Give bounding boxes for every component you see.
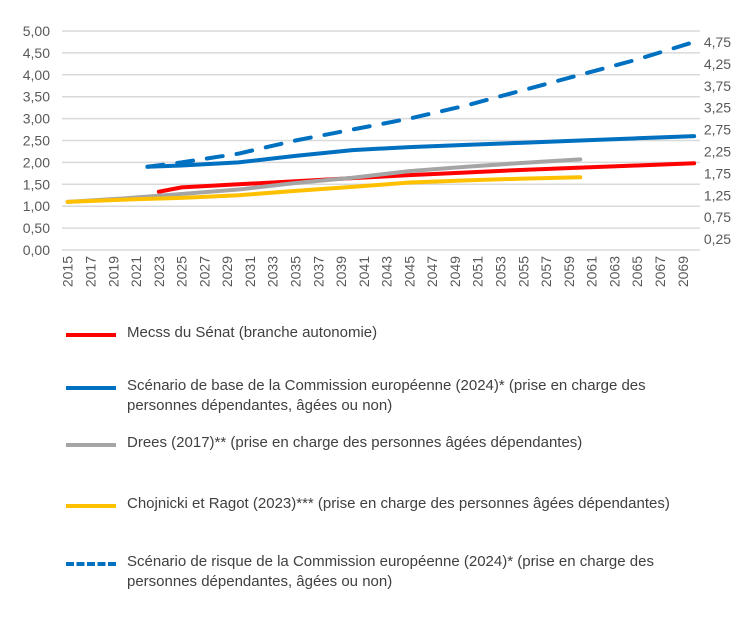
x-tick-label: 2025 — [174, 256, 190, 287]
legend-swatch — [66, 562, 116, 566]
x-tick-label: 2031 — [242, 256, 258, 287]
y-tick-label: 2,00 — [23, 154, 50, 170]
x-tick-label: 2043 — [379, 256, 395, 287]
x-tick-label: 2045 — [401, 256, 417, 287]
x-tick-label: 2049 — [447, 256, 463, 287]
legend-label: Scénario de base de la Commission europé… — [127, 377, 646, 414]
x-tick-label: 2015 — [60, 256, 76, 287]
series-line-3 — [65, 175, 583, 204]
legend-label: Chojnicki et Ragot (2023)*** (prise en c… — [127, 495, 670, 512]
x-tick-label: 2059 — [561, 256, 577, 287]
x-tick-label: 2063 — [606, 256, 622, 287]
x-tick-label: 2017 — [82, 256, 98, 287]
series-line-1 — [145, 134, 697, 169]
x-tick-label: 2041 — [356, 256, 372, 287]
y-tick-label-secondary: 3,25 — [704, 100, 731, 116]
legend-item-chojnicki: Chojnicki et Ragot (2023)*** (prise en c… — [66, 494, 706, 514]
y-tick-label: 1,00 — [23, 198, 50, 214]
y-tick-label-secondary: 4,25 — [704, 56, 731, 72]
y-tick-label-secondary: 4,75 — [704, 34, 731, 50]
y-tick-label-secondary: 2,25 — [704, 143, 731, 159]
y-tick-label-secondary: 0,25 — [704, 231, 731, 247]
y-tick-label: 3,00 — [23, 111, 50, 127]
legend-item-ce-risque: Scénario de risque de la Commission euro… — [66, 552, 706, 592]
y-tick-label-secondary: 0,75 — [704, 209, 731, 225]
y-tick-label-secondary: 1,75 — [704, 165, 731, 181]
x-tick-label: 2047 — [424, 256, 440, 287]
x-tick-label: 2061 — [584, 256, 600, 287]
x-tick-label: 2021 — [128, 256, 144, 287]
x-tick-label: 2027 — [196, 256, 212, 287]
legend-item-mecss: Mecss du Sénat (branche autonomie) — [66, 323, 706, 343]
chart-plot: 0,00 0,25 0,50 0,75 1,00 1,25 1,50 1,75 2,00 2,25… — [23, 23, 732, 287]
x-tick-label: 2067 — [652, 256, 668, 287]
y-tick-label-secondary: 3,75 — [704, 78, 731, 94]
legend-swatch — [66, 386, 116, 390]
y-tick-label-secondary: 1,25 — [704, 187, 731, 203]
y-tick-label: 4,00 — [23, 67, 50, 83]
y-tick-label: 5,00 — [23, 23, 50, 39]
x-tick-label: 2057 — [538, 256, 554, 287]
series-line-0 — [156, 161, 697, 194]
legend-item-drees: Drees (2017)** (prise en charge des pers… — [66, 433, 706, 453]
x-tick-label: 2065 — [629, 256, 645, 287]
x-tick-label: 2029 — [219, 256, 235, 287]
x-tick-label: 2023 — [151, 256, 167, 287]
series-line-4 — [145, 39, 697, 169]
x-tick-label: 2037 — [310, 256, 326, 287]
x-tick-label: 2033 — [265, 256, 281, 287]
legend-swatch — [66, 443, 116, 447]
legend-item-ce-base: Scénario de base de la Commission europé… — [66, 376, 706, 416]
y-tick-label: 1,50 — [23, 176, 50, 192]
y-tick-label-secondary: 2,75 — [704, 122, 731, 138]
y-tick-label: 0,00 — [23, 242, 50, 258]
x-tick-label: 2055 — [515, 256, 531, 287]
legend-label: Drees (2017)** (prise en charge des pers… — [127, 434, 583, 451]
y-tick-label: 0,50 — [23, 220, 50, 236]
y-tick-label: 3,50 — [23, 89, 50, 105]
x-tick-label: 2051 — [470, 256, 486, 287]
series-line-2 — [65, 157, 583, 204]
legend-label: Mecss du Sénat (branche autonomie) — [127, 324, 378, 341]
legend-swatch — [66, 504, 116, 508]
legend-swatch — [66, 333, 116, 337]
x-tick-label: 2035 — [287, 256, 303, 287]
x-tick-label: 2069 — [675, 256, 691, 287]
y-tick-label: 2,50 — [23, 133, 50, 149]
x-tick-label: 2039 — [333, 256, 349, 287]
x-tick-label: 2019 — [105, 256, 121, 287]
y-tick-label: 4,50 — [23, 45, 50, 61]
x-tick-label: 2053 — [493, 256, 509, 287]
legend-label: Scénario de risque de la Commission euro… — [127, 553, 654, 590]
